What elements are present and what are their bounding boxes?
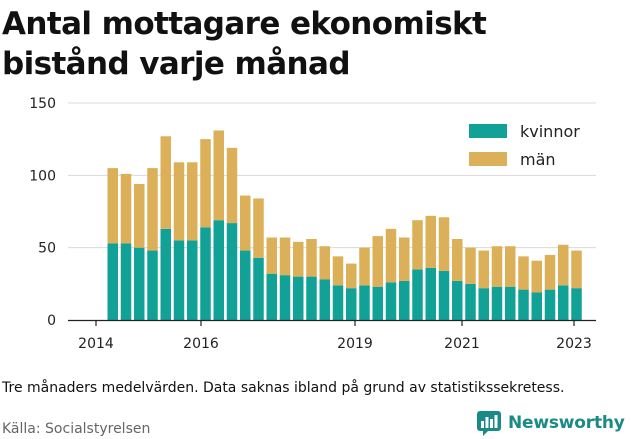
bar-man [465,247,476,284]
x-tick-label: 2016 [183,336,219,352]
bar-man [478,250,489,289]
bar-kvinnor [385,282,397,320]
bar-man [425,215,436,268]
y-tick-label: 150 [29,96,56,112]
brand-name: Newsworthy [508,413,625,433]
bar-kvinnor [372,286,383,320]
bar-kvinnor [505,286,516,320]
bar-series [107,130,582,320]
bar-man [266,237,277,274]
legend-swatch [469,124,507,138]
bar-kvinnor [120,243,132,320]
bar-kvinnor [187,240,198,320]
bar-man [173,162,185,241]
bar-kvinnor [438,270,450,320]
y-tick-label: 100 [29,168,56,184]
bar-man [200,139,211,228]
bar-kvinnor [306,276,317,320]
bar-kvinnor [147,250,158,320]
bar-kvinnor [213,220,224,320]
newsworthy-brand[interactable]: Newsworthy [476,407,625,439]
bar-man [452,238,463,281]
bar-man [359,247,370,286]
bar-man [438,217,450,271]
x-axis-labels: 2014 2016 2019 2021 2023 [78,336,592,352]
legend-label: män [520,150,556,169]
bar-man [253,198,264,258]
legend-label: kvinnor [520,122,580,141]
bar-man [279,237,291,276]
x-tick-label: 2019 [337,336,373,352]
bar-kvinnor [425,267,436,320]
y-tick-label: 50 [38,241,56,257]
bar-man [518,256,529,290]
bar-kvinnor [491,286,503,320]
x-tick-label: 2021 [444,336,480,352]
bar-kvinnor [412,269,423,320]
chart-title: Antal mottagare ekonomiskt bistånd varje… [2,6,487,82]
newsworthy-logo-icon [477,411,501,436]
bar-kvinnor [571,288,582,320]
bar-kvinnor [399,280,410,320]
bar-kvinnor [332,285,344,320]
bar-kvinnor [544,289,556,320]
bar-kvinnor [478,288,489,320]
bar-man [213,130,224,221]
source-label: Källa: Socialstyrelsen [2,421,151,437]
bar-kvinnor [531,292,542,320]
bar-man [187,162,198,241]
bar-man [160,136,171,229]
bar-man [306,238,317,277]
legend-swatch [469,152,507,166]
bar-man [558,244,569,286]
bar-kvinnor [279,275,291,320]
y-tick-label: 0 [47,313,56,329]
bar-man [531,260,542,293]
footnote: Tre månaders medelvärden. Data saknas ib… [2,380,565,396]
bar-kvinnor [266,273,277,320]
bar-man [332,256,344,286]
bar-man [319,246,330,280]
bar-kvinnor [359,285,370,320]
bar-man [293,241,304,277]
bar-man [412,220,423,270]
bar-man [147,168,158,251]
bar-kvinnor [200,227,211,320]
legend: kvinnor män [462,112,598,174]
bar-kvinnor [240,250,251,320]
bar-man [385,228,397,283]
bar-man [399,237,410,281]
bar-kvinnor [107,243,118,320]
y-axis-labels: 0 50 100 150 [29,96,56,329]
x-tick-label: 2014 [78,336,114,352]
bar-man [120,173,132,244]
stacked-bar-chart: 0 50 100 150 2014 2016 2019 2021 2023 kvinnor mä… [29,96,598,352]
bar-kvinnor [160,228,171,320]
x-tick-label: 2023 [556,336,592,352]
x-axis [68,319,596,326]
bar-kvinnor [253,257,264,320]
bar-man [226,147,238,224]
bar-man [491,246,503,287]
bar-man [505,246,516,287]
bar-kvinnor [518,289,529,320]
bar-kvinnor [293,276,304,320]
bar-man [240,195,251,251]
bar-kvinnor [226,223,238,320]
bar-man [571,250,582,289]
bar-kvinnor [558,285,569,320]
bar-kvinnor [319,279,330,320]
bar-man [346,263,357,289]
bar-kvinnor [173,240,185,320]
bar-man [107,168,118,244]
bar-man [134,184,145,248]
bar-kvinnor [452,280,463,320]
bar-kvinnor [465,283,476,320]
bar-kvinnor [346,288,357,320]
bar-man [372,236,383,287]
bar-kvinnor [134,247,145,320]
bar-man [544,254,556,290]
